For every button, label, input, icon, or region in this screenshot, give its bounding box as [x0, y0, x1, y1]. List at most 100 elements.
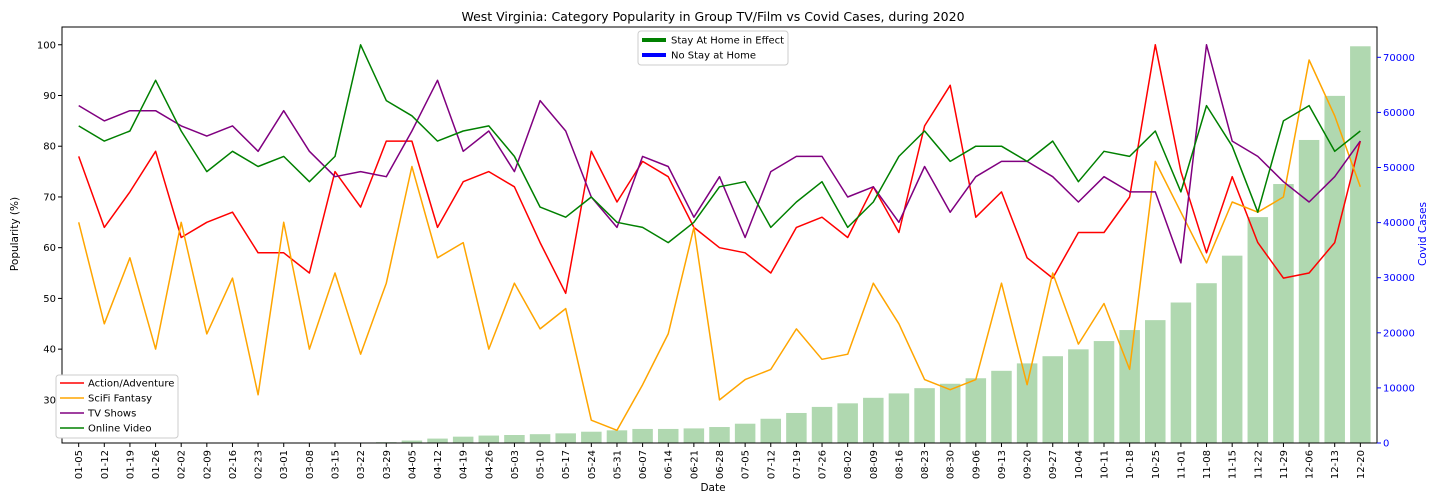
- legend-label: No Stay at Home: [671, 51, 756, 62]
- covid-bar: [1350, 46, 1371, 444]
- x-tick-label: 04-05: [407, 450, 418, 479]
- covid-bar: [478, 435, 500, 443]
- x-tick-label: 12-13: [1330, 450, 1341, 479]
- x-tick-label: 03-08: [305, 450, 316, 479]
- x-tick-label: 08-30: [946, 450, 957, 479]
- covid-bar: [1324, 95, 1345, 443]
- covid-bar: [632, 428, 653, 443]
- series-line: [77, 44, 1362, 295]
- x-tick-label: 09-20: [1023, 450, 1034, 479]
- covid-bar: [606, 430, 628, 443]
- y2-tick-label: 0: [1383, 439, 1389, 450]
- series-line: [77, 59, 1362, 432]
- x-tick-label: 02-09: [202, 450, 213, 479]
- series-line: [78, 44, 1361, 244]
- x-tick-label: 02-16: [228, 450, 239, 479]
- covid-bar: [965, 378, 987, 443]
- x-tick-label: 11-15: [1228, 450, 1239, 479]
- legend-label: Action/Adventure: [88, 379, 174, 390]
- legend-label: Stay At Home in Effect: [671, 36, 784, 47]
- covid-bar: [914, 388, 935, 443]
- covid-bar: [1221, 255, 1243, 443]
- y2-tick-label: 30000: [1383, 273, 1415, 284]
- x-tick-label: 08-09: [869, 450, 880, 479]
- covid-bar: [837, 403, 858, 443]
- covid-bar: [1145, 320, 1166, 443]
- x-tick-label: 03-01: [279, 450, 290, 479]
- x-tick-label: 09-13: [997, 450, 1008, 479]
- x-tick-label: 05-31: [613, 450, 624, 479]
- x-tick-label: 11-29: [1279, 450, 1290, 479]
- covid-bar: [555, 433, 576, 443]
- covid-bar: [1068, 349, 1089, 443]
- x-tick-label: 07-05: [741, 450, 752, 479]
- covid-bar: [529, 434, 551, 443]
- x-tick-label: 09-27: [1048, 450, 1059, 479]
- y2-tick-label: 10000: [1383, 383, 1415, 394]
- legend-series: Action/Adventure SciFi Fantasy TV Shows Onl…: [55, 374, 179, 439]
- y2-axis-label: Covid Cases: [1417, 202, 1429, 266]
- x-tick-label: 09-06: [971, 450, 982, 479]
- covid-bar: [427, 438, 448, 443]
- x-tick-label: 03-29: [382, 450, 393, 479]
- covid-bar: [683, 428, 705, 443]
- x-tick-label: 06-14: [664, 450, 675, 479]
- covid-bar: [1196, 283, 1217, 443]
- covid-bar: [1247, 217, 1269, 443]
- legend-box: [637, 30, 789, 66]
- x-tick-label: 12-06: [1305, 450, 1316, 479]
- x-tick-label: 04-12: [433, 450, 444, 479]
- x-tick-label: 12-20: [1356, 450, 1367, 479]
- covid-bar: [1016, 363, 1038, 443]
- y2-tick-label: 70000: [1383, 53, 1415, 64]
- y-tick-label: 70: [43, 192, 56, 203]
- x-tick-label: 11-08: [1202, 450, 1213, 479]
- y-tick-label: 50: [43, 294, 56, 305]
- x-tick-label: 06-28: [715, 450, 726, 479]
- covid-bar: [786, 412, 807, 443]
- covid-bar: [1170, 302, 1192, 443]
- x-tick-label: 02-02: [177, 450, 188, 479]
- x-tick-label: 08-16: [894, 450, 905, 479]
- x-tick-label: 10-04: [1074, 450, 1085, 479]
- legend-stay-at-home: Stay At Home in Effect No Stay at Home: [637, 30, 789, 66]
- x-tick-label: 07-26: [818, 450, 829, 479]
- x-tick-label: 05-03: [510, 450, 521, 479]
- y-tick-label: 60: [43, 243, 56, 254]
- y2-tick-label: 40000: [1383, 218, 1415, 229]
- axes: 30 40 50 60 70 80 90 100 0 10000 20000 30000 40000 50…: [37, 26, 1415, 479]
- x-tick-label: 06-21: [689, 450, 700, 479]
- x-tick-label: 03-22: [356, 450, 367, 479]
- x-axis-label: Date: [700, 482, 725, 494]
- legend-box: [55, 374, 179, 439]
- chart-title: West Virginia: Category Popularity in Gr…: [461, 9, 964, 24]
- x-tick-label: 01-26: [151, 450, 162, 479]
- covid-bars: [350, 46, 1371, 444]
- covid-bar: [657, 428, 679, 443]
- covid-bar: [1298, 139, 1320, 443]
- covid-bar: [734, 423, 756, 443]
- x-tick-label: 03-15: [331, 450, 342, 479]
- y2-tick-label: 50000: [1383, 163, 1415, 174]
- x-tick-label: 10-18: [1125, 450, 1136, 479]
- covid-bar: [939, 383, 961, 443]
- x-tick-label: 02-23: [254, 450, 265, 479]
- x-tick-label: 01-05: [74, 450, 85, 479]
- series-lines: [77, 44, 1362, 432]
- x-tick-label: 07-12: [766, 450, 777, 479]
- legend-label: SciFi Fantasy: [88, 394, 152, 405]
- y-tick-label: 40: [43, 345, 56, 356]
- x-tick-label: 10-11: [1100, 450, 1111, 479]
- covid-bar: [504, 435, 525, 443]
- y2-tick-label: 60000: [1383, 108, 1415, 119]
- y2-tick-label: 20000: [1383, 328, 1415, 339]
- covid-bar: [863, 397, 884, 443]
- covid-bar: [811, 406, 833, 443]
- covid-bar: [991, 370, 1012, 443]
- covid-bar: [1042, 356, 1063, 443]
- covid-bar: [888, 393, 910, 443]
- covid-bar: [581, 431, 602, 443]
- x-tick-label: 06-07: [638, 450, 649, 479]
- y-tick-label: 80: [43, 142, 56, 153]
